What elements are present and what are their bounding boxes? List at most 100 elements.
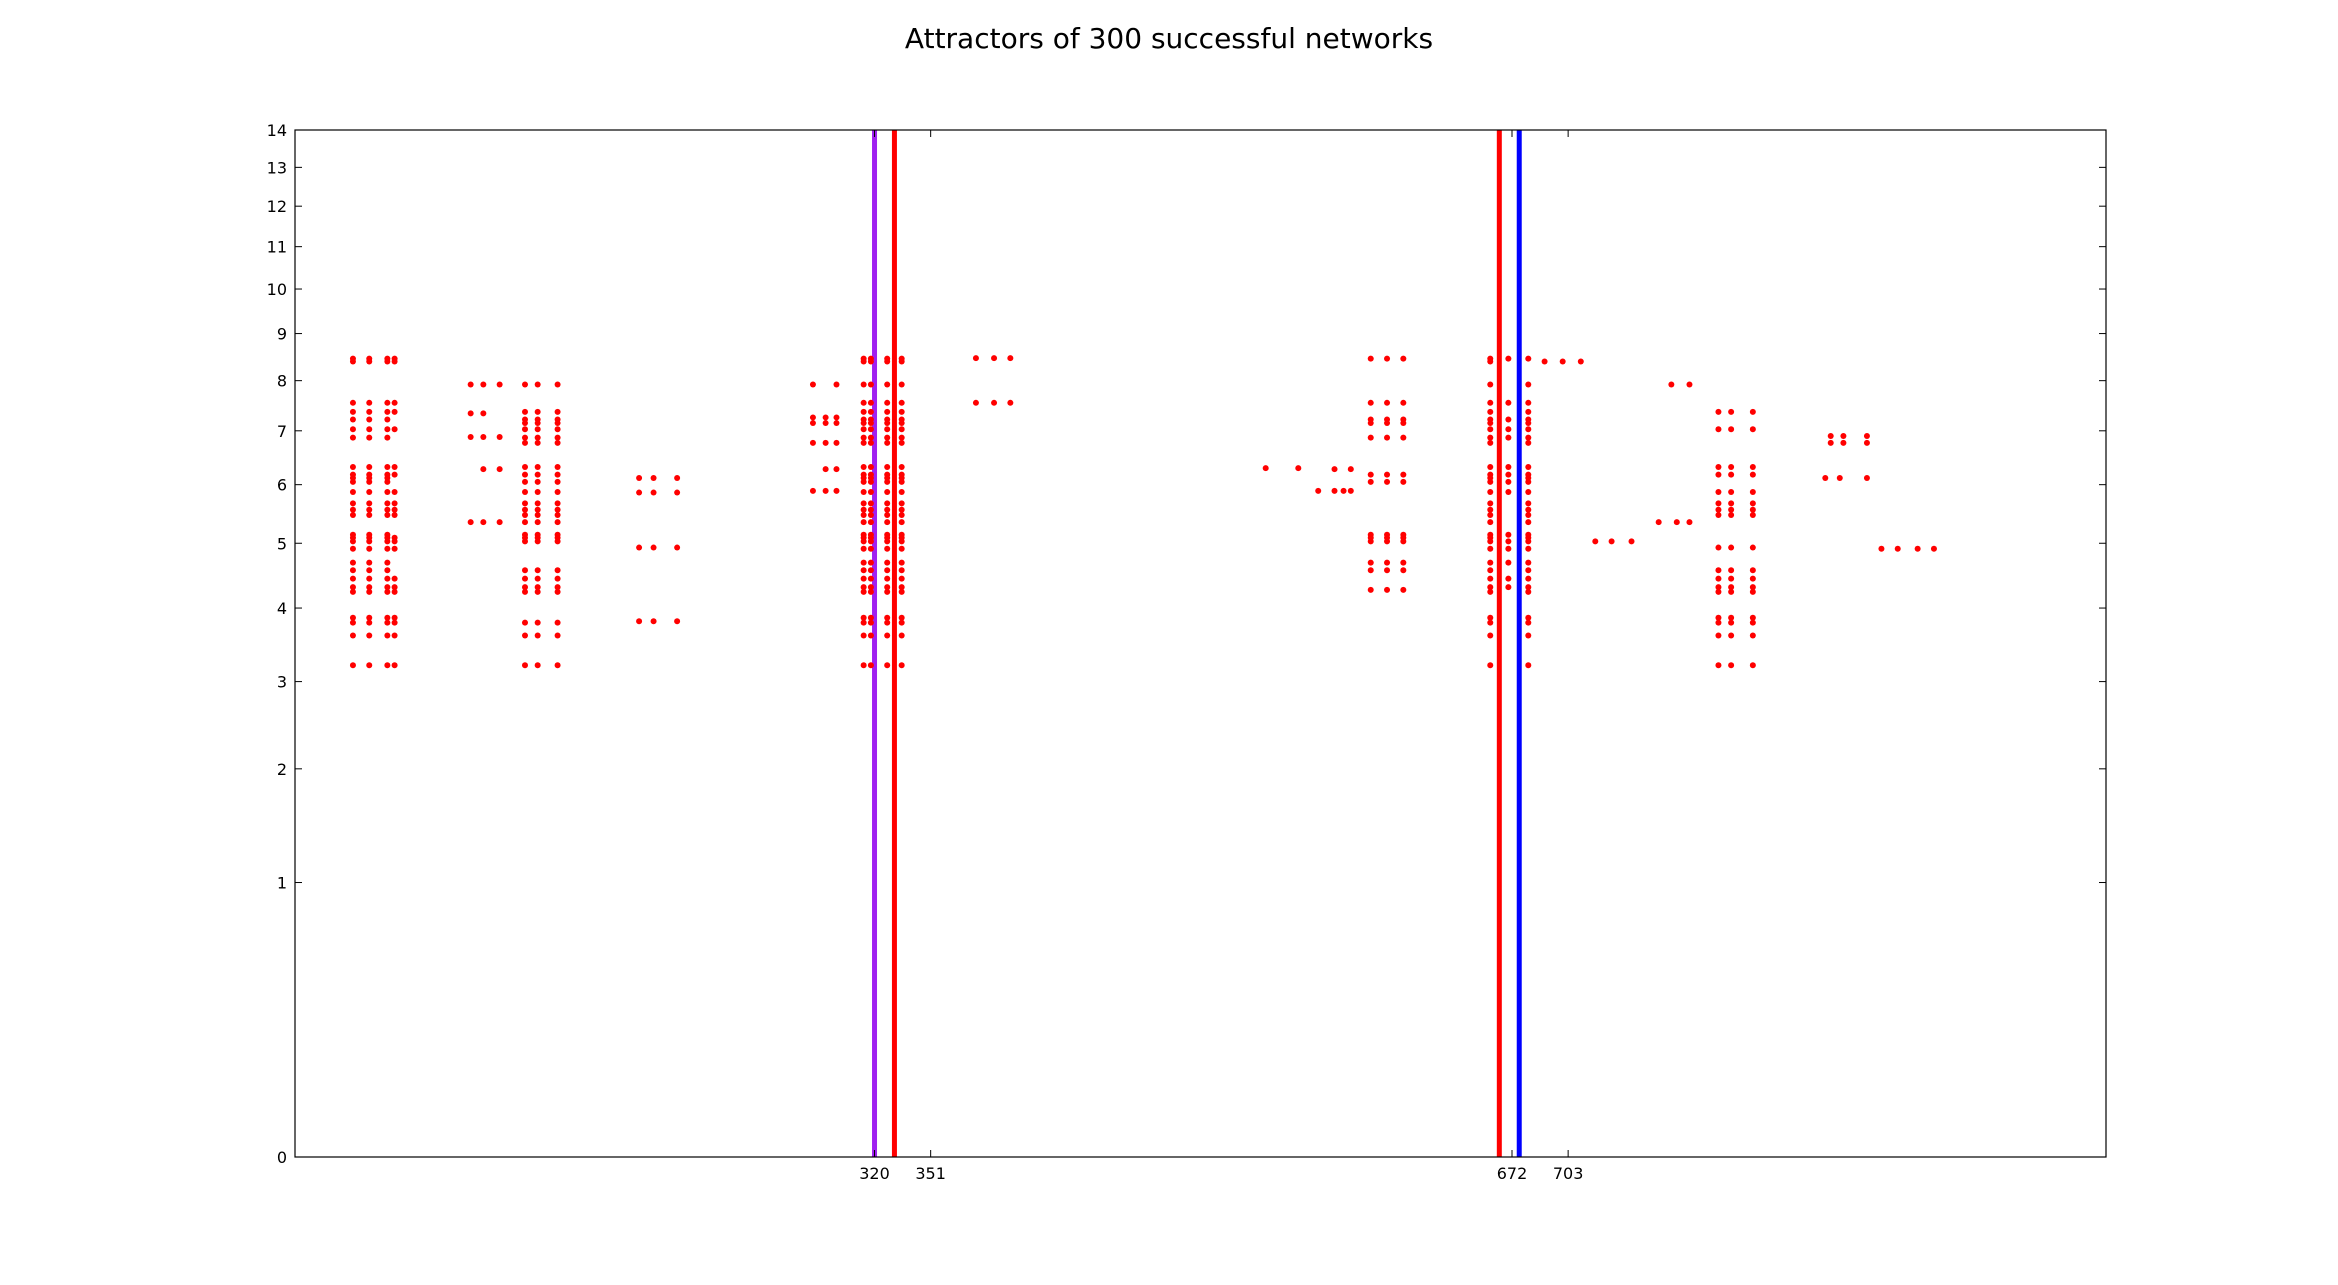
data-point (1749, 575, 1756, 582)
data-point (1505, 531, 1512, 538)
data-point (1668, 381, 1675, 388)
data-point (554, 488, 561, 495)
data-point (384, 575, 391, 582)
data-point (467, 410, 474, 417)
data-point (833, 420, 840, 427)
data-point (534, 632, 541, 639)
data-point (1487, 512, 1494, 519)
data-point (349, 500, 356, 507)
y-tick-label: 11 (267, 238, 287, 257)
data-point (898, 512, 905, 519)
data-point (391, 632, 398, 639)
data-point (867, 426, 874, 433)
data-point (898, 434, 905, 441)
data-point (674, 489, 681, 496)
data-point (898, 381, 905, 388)
data-point (867, 662, 874, 669)
data-point (1384, 420, 1391, 427)
data-point (860, 399, 867, 406)
data-point (1367, 567, 1374, 574)
data-point (822, 487, 829, 494)
data-point (1525, 399, 1532, 406)
data-point (534, 488, 541, 495)
data-point (1749, 408, 1756, 415)
data-point (809, 381, 816, 388)
data-point (1827, 433, 1834, 440)
data-point (391, 500, 398, 507)
data-point (1525, 463, 1532, 470)
data-point (860, 588, 867, 595)
data-point (1400, 567, 1407, 574)
data-point (1007, 355, 1014, 362)
data-point (1863, 433, 1870, 440)
data-point (884, 545, 891, 552)
data-point (884, 399, 891, 406)
data-point (1863, 439, 1870, 446)
data-point (867, 463, 874, 470)
data-point (1525, 519, 1532, 526)
data-point (1007, 399, 1014, 406)
data-point (884, 408, 891, 415)
data-point (1400, 420, 1407, 427)
data-point (1930, 545, 1937, 552)
data-point (366, 399, 373, 406)
data-point (521, 408, 528, 415)
data-point (521, 588, 528, 595)
data-point (384, 545, 391, 552)
data-point (391, 588, 398, 595)
data-point (554, 588, 561, 595)
data-point (534, 426, 541, 433)
data-point (674, 474, 681, 481)
data-point (860, 488, 867, 495)
data-point (467, 381, 474, 388)
data-point (384, 434, 391, 441)
data-point (349, 399, 356, 406)
data-point (349, 358, 356, 365)
data-point (1749, 488, 1756, 495)
data-point (867, 614, 874, 621)
data-point (1505, 584, 1512, 591)
data-point (898, 488, 905, 495)
data-point (867, 559, 874, 566)
data-point (972, 355, 979, 362)
data-point (391, 426, 398, 433)
data-point (1715, 488, 1722, 495)
data-point (1367, 471, 1374, 478)
data-point (391, 471, 398, 478)
data-point (1487, 506, 1494, 513)
data-point (554, 662, 561, 669)
data-point (1505, 416, 1512, 423)
data-point (384, 567, 391, 574)
data-point (384, 506, 391, 513)
data-point (384, 358, 391, 365)
data-point (674, 618, 681, 625)
data-point (1505, 426, 1512, 433)
data-point (349, 426, 356, 433)
data-point (1749, 584, 1756, 591)
data-point (1715, 471, 1722, 478)
data-point (1505, 559, 1512, 566)
data-point (1728, 506, 1735, 513)
data-point (1400, 399, 1407, 406)
data-point (1728, 463, 1735, 470)
data-point (1487, 434, 1494, 441)
data-point (867, 488, 874, 495)
data-point (1384, 567, 1391, 574)
data-point (898, 575, 905, 582)
data-point (1541, 358, 1548, 365)
data-point (554, 408, 561, 415)
data-point (1505, 488, 1512, 495)
data-point (867, 434, 874, 441)
data-point (860, 408, 867, 415)
data-point (521, 426, 528, 433)
data-point (349, 434, 356, 441)
data-point (860, 512, 867, 519)
data-point (1487, 381, 1494, 388)
data-point (534, 463, 541, 470)
data-point (349, 567, 356, 574)
data-point (1367, 538, 1374, 545)
data-point (867, 408, 874, 415)
data-point (991, 355, 998, 362)
data-point (1728, 426, 1735, 433)
